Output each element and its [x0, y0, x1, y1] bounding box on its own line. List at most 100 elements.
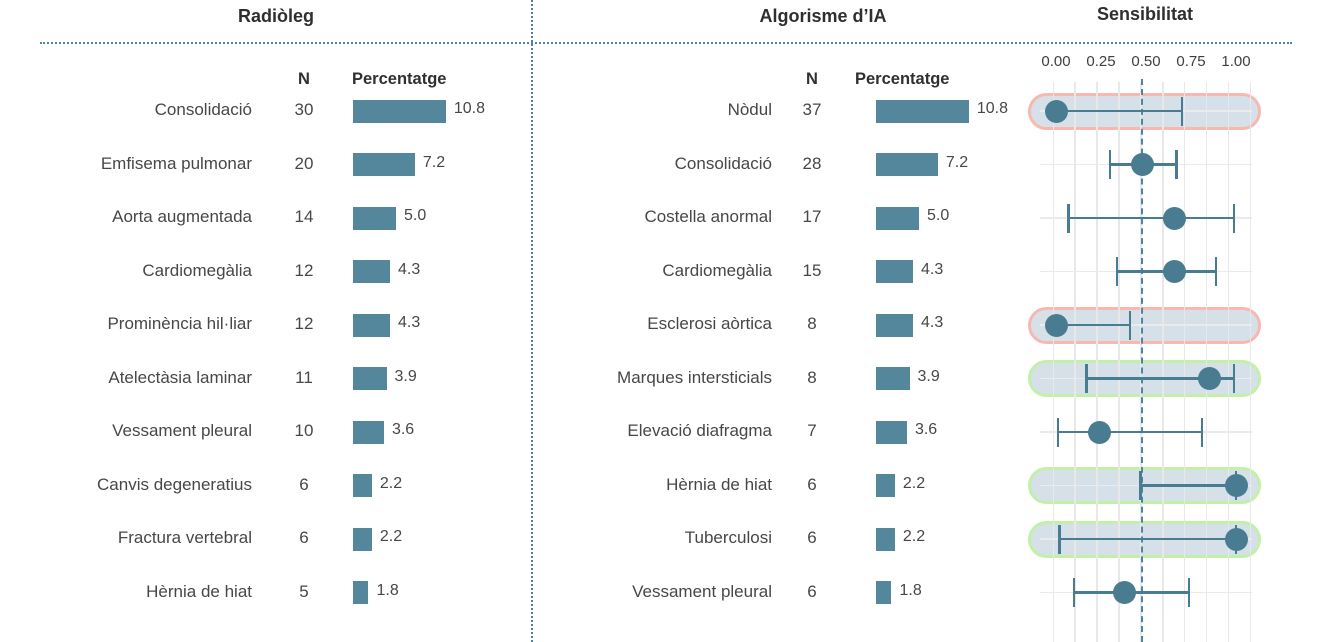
percentage-value: 3.9: [394, 367, 417, 385]
category-label: Emfisema pulmonar: [100, 153, 252, 173]
category-label: Canvis degeneratius: [97, 474, 252, 494]
percentage-bar: [876, 260, 913, 283]
category-label: Fractura vertebral: [117, 528, 252, 547]
forest-row-point: [1130, 153, 1154, 176]
percentage-bar: [353, 206, 396, 230]
panel-title-ai: Algorisme d’IA: [759, 6, 887, 26]
gridline: [1183, 82, 1186, 642]
forest-row-point: [1224, 474, 1248, 497]
gridline: [1118, 82, 1120, 642]
ci-tick: [1232, 203, 1236, 233]
percentage-value: 2.2: [379, 528, 403, 545]
category-label: Elevació diafragma: [627, 421, 772, 440]
category-label: Costella anormal: [644, 207, 772, 226]
ci-whisker: [1068, 216, 1235, 220]
forest-row-point: [1112, 581, 1136, 604]
ci-tick: [1187, 578, 1191, 607]
percentage-value: 3.6: [391, 421, 415, 438]
percentage-bar: [353, 153, 415, 176]
percentage-value: 2.2: [902, 528, 926, 545]
percentage-bar: [353, 474, 372, 497]
percentage-bar: [353, 367, 387, 390]
forest-row-point: [1224, 527, 1248, 551]
percentage-bar: [353, 527, 372, 551]
gridline: [1227, 82, 1230, 642]
category-label: Consolidació: [154, 100, 252, 119]
n-value: 6: [807, 528, 817, 547]
ci-tick: [1200, 417, 1204, 447]
percentage-bar: [876, 206, 919, 230]
n-value: 37: [802, 100, 822, 119]
forest-row-point: [1087, 420, 1111, 444]
n-value: 30: [294, 100, 314, 119]
percentage-value: 7.2: [945, 153, 969, 171]
percentage-value: 1.8: [376, 581, 399, 599]
percentage-value: 5.0: [927, 207, 950, 224]
percentage-bar: [876, 153, 938, 176]
ci-tick: [1232, 364, 1236, 393]
ci-tick: [1214, 257, 1218, 286]
category-label: Aorta augmentada: [112, 207, 252, 226]
percentage-value: 3.6: [914, 421, 938, 438]
ci-whisker: [1057, 430, 1202, 434]
forest-row-point: [1197, 367, 1221, 390]
gridline: [1205, 82, 1208, 642]
forest-row-point: [1163, 260, 1187, 283]
gridline: [1162, 82, 1164, 642]
percentage-value: 1.8: [899, 581, 922, 599]
category-label: Hèrnia de hiat: [146, 581, 252, 601]
gridline: [1140, 82, 1142, 642]
ci-tick: [1115, 257, 1119, 286]
panel-divider-line: [531, 0, 533, 642]
gridline: [1249, 82, 1252, 642]
percentage-value: 4.3: [920, 314, 944, 331]
axis-tick-label: 0.50: [1131, 53, 1161, 70]
category-label: Cardiomegàlia: [662, 260, 772, 280]
n-value: 6: [299, 474, 309, 494]
axis-tick-label: 0.00: [1041, 53, 1071, 70]
percentage-value: 4.3: [920, 260, 944, 278]
ci-tick: [1058, 524, 1061, 554]
percentage-bar: [353, 420, 384, 444]
ci-whisker: [1056, 323, 1130, 327]
percentage-bar: [876, 420, 907, 444]
ci-tick: [1180, 96, 1184, 126]
percentage-value: 10.8: [976, 100, 1009, 117]
gridline: [1096, 82, 1098, 642]
category-label: Nòdul: [727, 100, 772, 119]
n-value: 8: [807, 314, 817, 333]
forest-row-point: [1163, 206, 1187, 230]
percentage-bar: [876, 313, 913, 337]
n-value: 12: [294, 260, 314, 280]
category-label: Hèrnia de hiat: [666, 474, 772, 494]
ci-whisker: [1140, 484, 1236, 487]
percentage-value: 5.0: [404, 207, 427, 224]
percentage-value: 4.3: [397, 314, 421, 331]
percentage-bar: [353, 99, 446, 123]
ci-tick: [1139, 471, 1142, 500]
col-header-pct-radiologist: Percentatge: [352, 70, 447, 88]
col-header-n-ai: N: [806, 70, 818, 88]
percentage-value: 7.2: [422, 153, 446, 171]
n-value: 28: [802, 153, 822, 173]
ci-tick: [1128, 310, 1132, 340]
axis-tick-label: 1.00: [1221, 53, 1251, 70]
ci-tick: [1108, 150, 1112, 179]
percentage-value: 2.2: [379, 474, 403, 492]
n-value: 14: [294, 207, 314, 226]
panel-title-radiologist: Radiòleg: [237, 6, 314, 26]
ci-tick: [1072, 578, 1076, 607]
ci-whisker: [1056, 109, 1182, 113]
ci-tick: [1085, 364, 1088, 393]
ci-tick: [1067, 203, 1070, 233]
percentage-bar: [876, 99, 969, 123]
n-value: 8: [807, 367, 817, 387]
n-value: 6: [807, 581, 817, 601]
category-label: Consolidació: [674, 153, 772, 173]
ci-tick: [1175, 150, 1178, 179]
n-value: 7: [807, 421, 817, 440]
category-label: Marques intersticials: [617, 367, 772, 387]
n-value: 17: [802, 207, 822, 226]
gridline: [1074, 82, 1076, 642]
